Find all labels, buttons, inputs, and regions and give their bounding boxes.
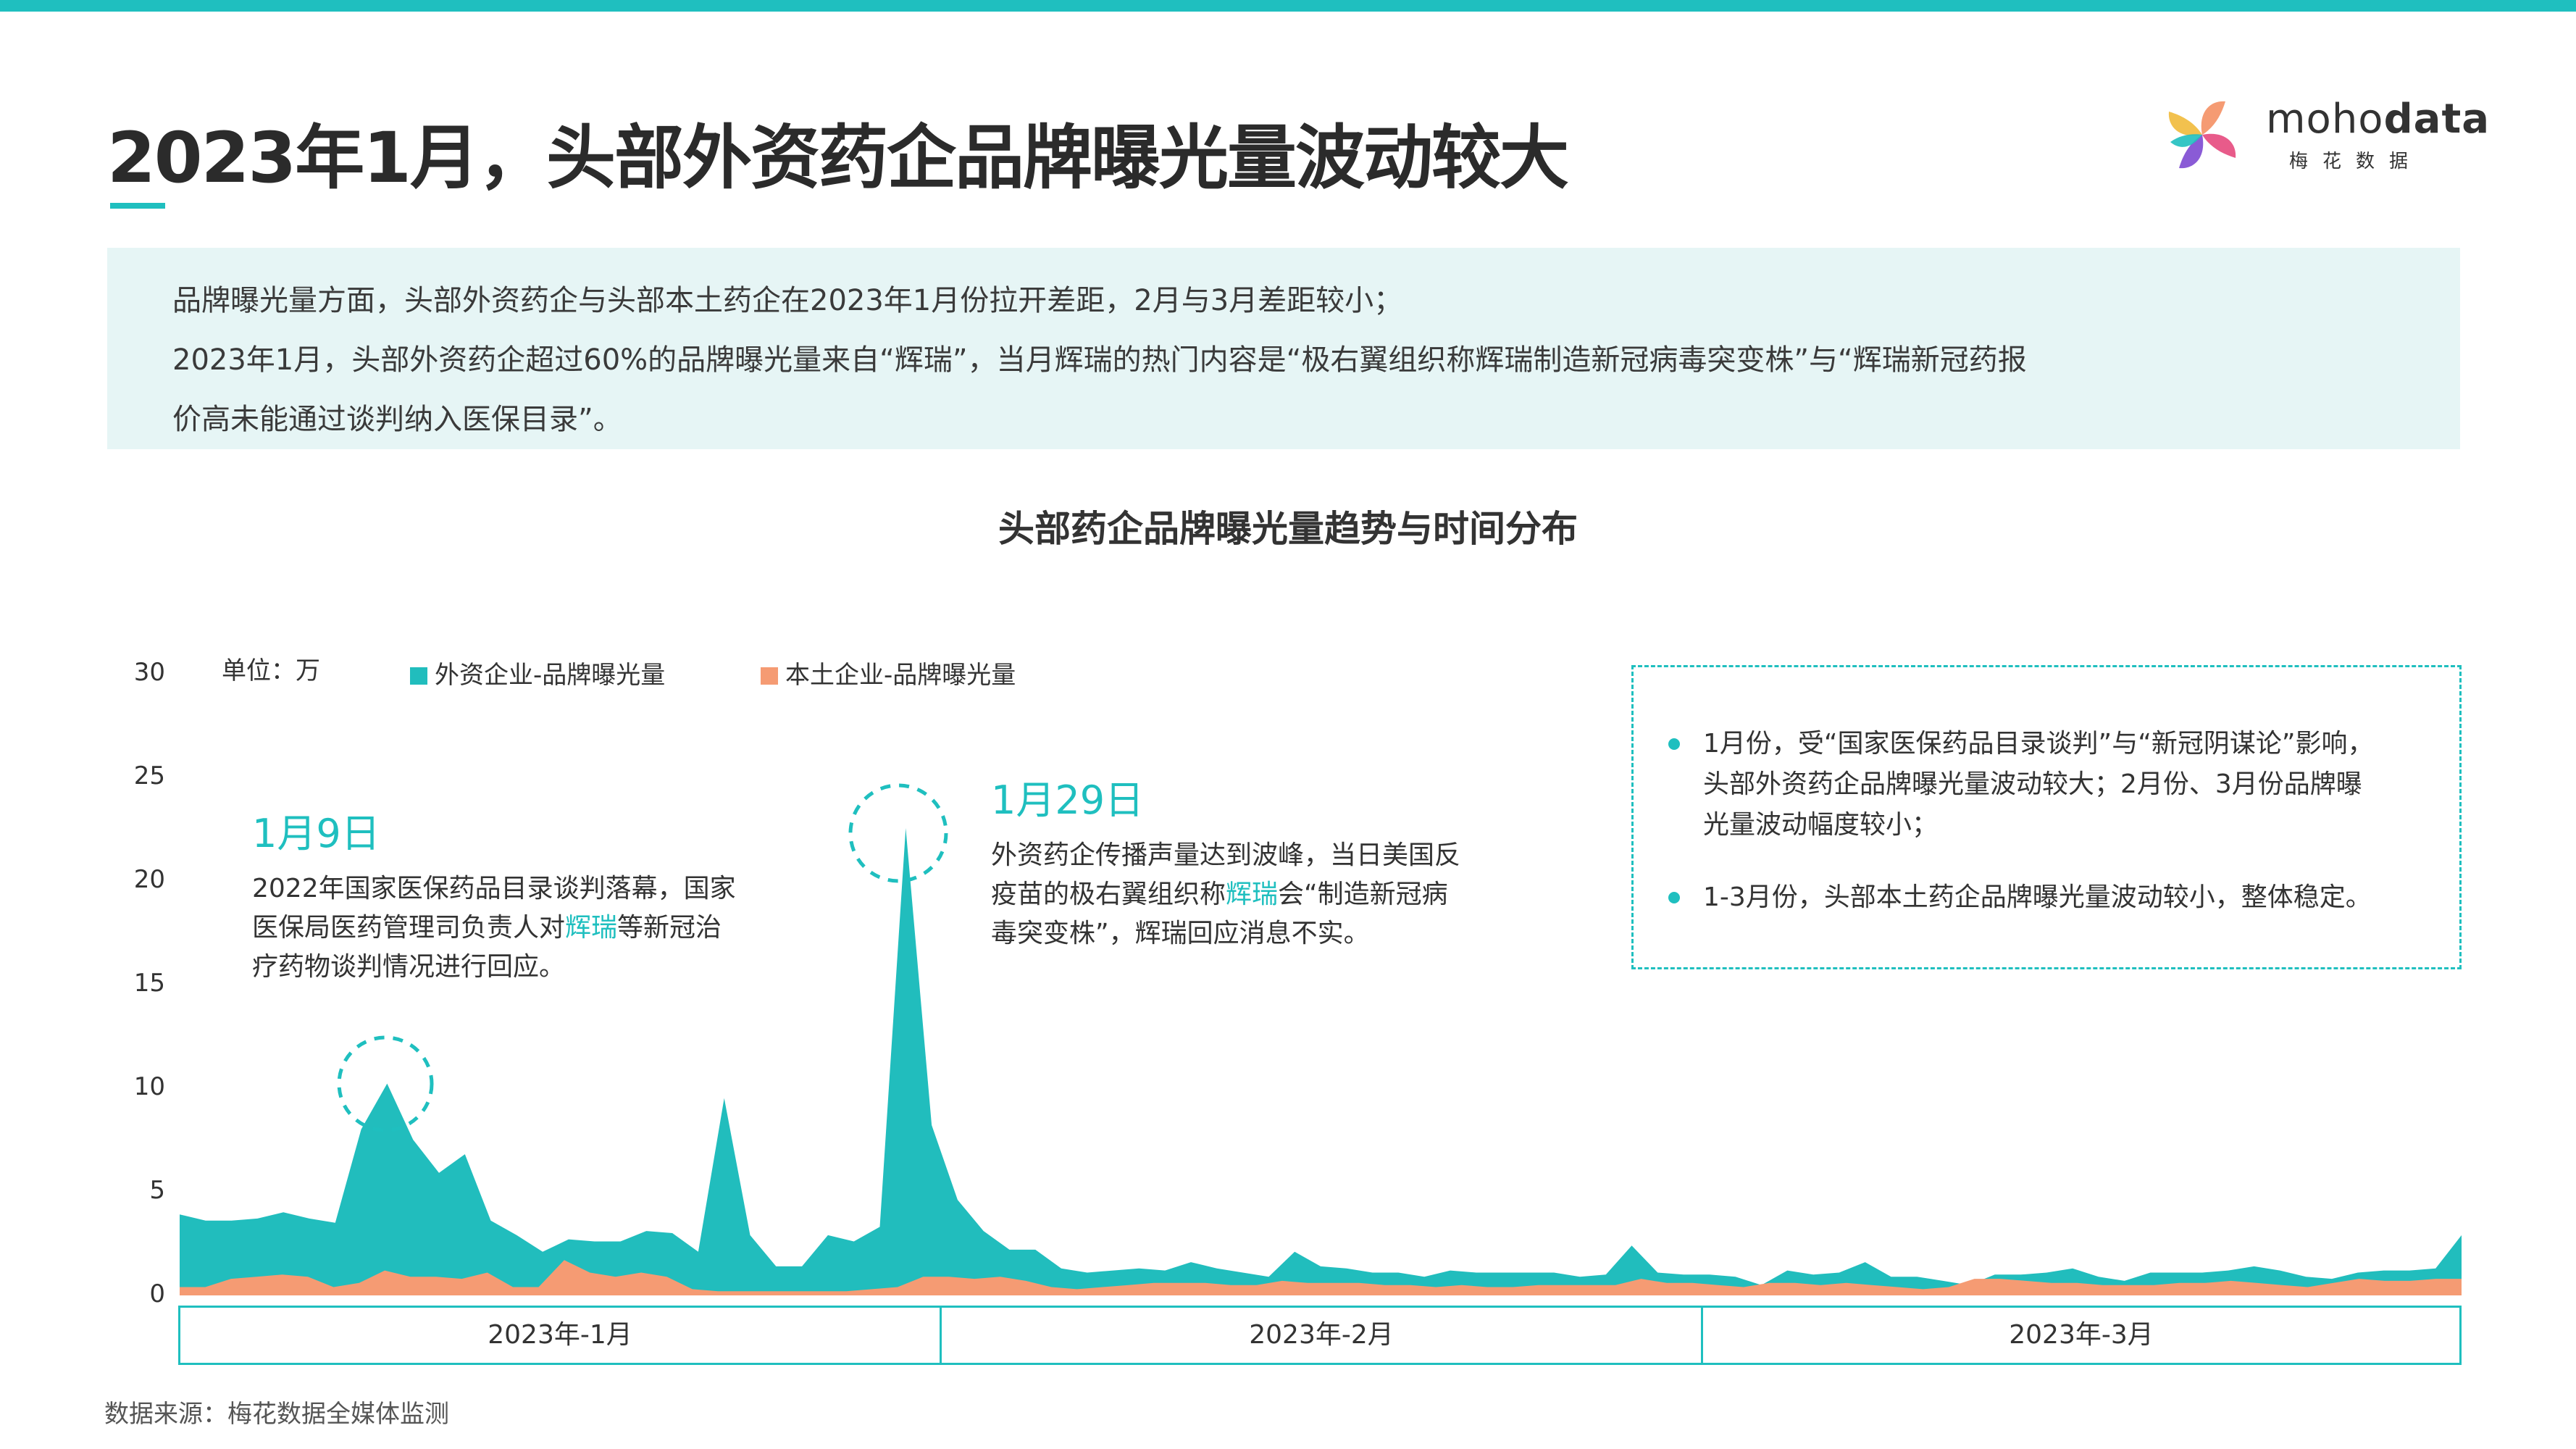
y-tick-label: 5 [149,1176,165,1205]
annotation-date-jan29: 1月29日 [991,777,1145,823]
summary-box: 品牌曝光量方面，头部外资药企与头部本土药企在2023年1月份拉开差距，2月与3月… [107,248,2460,449]
annotation-date-jan9: 1月9日 [252,811,380,856]
legend-foreign: 外资企业-品牌曝光量 [410,655,665,690]
annotation-line: 疫苗的极右翼组织称辉瑞会“制造新冠病 [991,875,1460,914]
y-tick-label: 10 [133,1072,165,1101]
annotation-fragment: 等新冠治 [617,913,722,943]
page-title: 2023年1月，头部外资药企品牌曝光量波动较大 [107,117,1569,199]
annotation-line: 外资药企传播声量达到波峰，当日美国反 [991,840,1461,870]
month-label-mar: 2023年-3月 [1701,1306,2462,1365]
annotation-highlight: 辉瑞 [565,913,618,943]
note-line: 光量波动幅度较小； [1703,810,1939,840]
y-tick-label: 0 [149,1279,165,1308]
logo-wordmark-bold: data [2383,96,2491,143]
annotation-text-jan9: 2022年国家医保药品目录谈判落幕，国家 医保局医药管理司负责人对辉瑞等新冠治 … [252,869,736,987]
top-accent-bar [0,0,2576,12]
logo-wordmark-light: moho [2266,96,2384,143]
legend-swatch-foreign [410,667,427,685]
peak-highlight-jan29 [848,783,948,883]
annotation-text-jan29: 外资药企传播声量达到波峰，当日美国反 疫苗的极右翼组织称辉瑞会“制造新冠病 毒突… [991,836,1460,953]
note-line: 1-3月份，头部本土药企品牌曝光量波动较小，整体稳定。 [1703,882,2372,912]
chart-title: 头部药企品牌曝光量趋势与时间分布 [998,508,1578,550]
summary-line: 品牌曝光量方面，头部外资药企与头部本土药企在2023年1月份拉开差距，2月与3月… [172,284,1403,317]
legend-swatch-domestic [761,667,778,685]
area-series-domestic [180,1260,2462,1295]
annotation-highlight: 辉瑞 [1226,880,1279,909]
y-tick-label: 30 [133,658,165,687]
month-label-jan: 2023年-1月 [178,1306,942,1365]
notes-box: 1月份，受“国家医保药品目录谈判”与“新冠阴谋论”影响， 头部外资药企品牌曝光量… [1631,665,2462,969]
logo-subtitle: 梅花数据 [2289,151,2423,172]
note-line: 1月份，受“国家医保药品目录谈判”与“新冠阴谋论”影响， [1703,729,2374,759]
bullet-dot [1668,738,1680,750]
y-tick-label: 15 [133,969,165,998]
bullet-dot [1668,892,1680,903]
annotation-line: 疗药物谈判情况进行回应。 [252,952,566,982]
y-tick-label: 25 [133,761,165,790]
pinwheel-icon [2168,101,2236,169]
annotation-fragment: 会“制造新冠病 [1278,880,1448,909]
summary-line: 价高未能通过谈判纳入医保目录”。 [172,403,622,436]
data-source: 数据来源：梅花数据全媒体监测 [104,1400,449,1429]
summary-line: 2023年1月，头部外资药企超过60%的品牌曝光量来自“辉瑞”，当月辉瑞的热门内… [172,343,2027,377]
area-series-foreign [180,828,2462,1295]
legend-label-domestic: 本土企业-品牌曝光量 [785,661,1016,690]
legend-domestic: 本土企业-品牌曝光量 [761,655,1016,690]
title-underline [110,203,165,209]
annotation-line: 2022年国家医保药品目录谈判落幕，国家 [252,874,736,903]
peak-highlight-jan9 [337,1035,434,1132]
annotation-fragment: 医保局医药管理司负责人对 [252,913,566,943]
logo-wordmark: mohodata [2266,96,2490,143]
legend-label-foreign: 外资企业-品牌曝光量 [435,661,666,690]
unit-label: 单位：万 [222,656,320,685]
annotation-fragment: 疫苗的极右翼组织称 [991,880,1226,909]
annotation-line: 毒突变株”，辉瑞回应消息不实。 [991,919,1370,948]
note-item: 1-3月份，头部本土药企品牌曝光量波动较小，整体稳定。 [1668,877,2372,918]
note-line: 头部外资药企品牌曝光量波动较大；2月份、3月份品牌曝 [1703,769,2362,799]
note-item: 1月份，受“国家医保药品目录谈判”与“新冠阴谋论”影响， 头部外资药企品牌曝光量… [1668,724,2374,845]
brand-logo: mohodata 梅花数据 [2159,91,2489,178]
y-tick-label: 20 [133,865,165,894]
month-label-feb: 2023年-2月 [940,1306,1703,1365]
annotation-line: 医保局医药管理司负责人对辉瑞等新冠治 [252,909,736,948]
